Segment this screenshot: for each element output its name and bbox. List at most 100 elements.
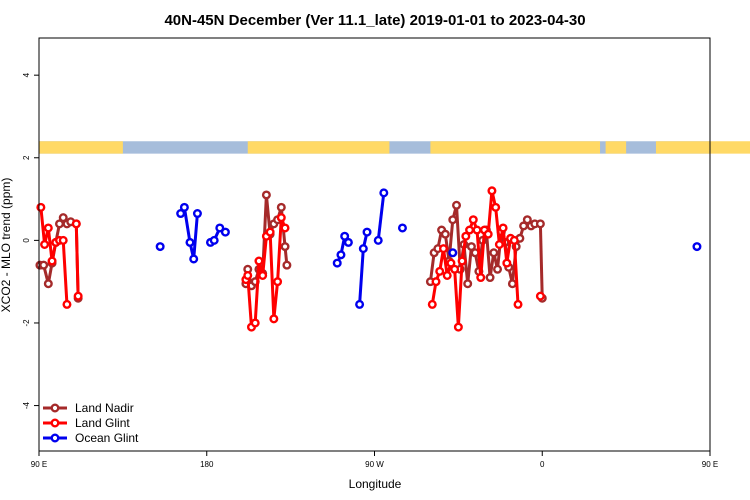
data-point [332,258,342,268]
plot-area [35,141,750,332]
legend-item: Land Nadir [43,401,134,415]
data-point [47,256,57,266]
data-point [282,260,292,270]
data-point [273,277,283,287]
data-point [446,258,456,268]
data-point [280,242,290,252]
x-tick-label: 90 W [365,460,384,469]
data-point [243,270,253,280]
data-point [485,273,495,283]
data-point [62,299,72,309]
data-point [513,299,523,309]
series-line [538,223,544,299]
series-line [244,216,287,329]
series-line [74,223,80,297]
data-point [220,227,230,237]
series-land-glint [36,186,545,332]
legend-marker [50,403,60,413]
x-axis-label: Longitude [349,477,402,491]
legend-label: Land Nadir [75,401,134,415]
data-point [489,248,499,258]
data-point [185,237,195,247]
x-tick-label: 90 E [702,460,718,469]
legend-marker [50,418,60,428]
legend-item: Land Glint [43,416,130,430]
data-point [476,273,486,283]
data-point [427,299,437,309]
data-point [457,256,467,266]
data-point [276,213,286,223]
data-point [40,239,50,249]
plot-frame [38,37,711,452]
data-point [466,242,476,252]
data-point [509,235,519,245]
data-point [535,219,545,229]
data-point [189,254,199,264]
legend-label: Ocean Glint [75,431,139,445]
y-axis: -4 -2 0 2 4 [22,72,39,409]
data-point [343,237,353,247]
data-point [261,190,271,200]
data-point [494,239,504,249]
data-point [438,244,448,254]
data-point [448,248,458,258]
data-point [176,209,186,219]
data-point [280,223,290,233]
series-line [358,231,369,305]
y-tick-label: -2 [22,319,31,327]
data-point [43,279,53,289]
data-point [498,223,508,233]
data-point [431,277,441,287]
data-point [265,227,275,237]
data-point [358,244,368,254]
legend-item: Ocean Glint [43,431,139,445]
y-tick-label: 0 [22,238,31,243]
y-tick-label: 4 [22,72,31,77]
series-ocean-glint [155,188,702,309]
data-point [442,270,452,280]
land-mask-segment [605,141,627,154]
x-tick-label: 180 [200,460,214,469]
series-line [430,189,520,329]
data-point [472,225,482,235]
data-point [507,279,517,289]
data-point [258,270,268,280]
data-point [450,264,460,274]
y-tick-label: -4 [22,401,31,409]
land-mask-segment [430,141,601,154]
data-point [502,258,512,268]
land-mask-segment [247,141,390,154]
data-point [487,186,497,196]
data-point [461,231,471,241]
data-point [522,215,532,225]
data-point [465,225,475,235]
data-point [397,223,407,233]
data-point [373,235,383,245]
series-line [376,192,386,241]
data-point [215,223,225,233]
data-point [535,291,545,301]
x-tick-label: 0 [540,460,545,469]
data-point [71,219,81,229]
land-mask-segment [655,141,750,154]
data-point [254,256,264,266]
data-point [192,209,202,219]
data-point [440,229,450,239]
data-point [468,215,478,225]
data-point [452,200,462,210]
data-point [155,242,165,252]
data-point [362,227,372,237]
land-mask-segment [39,141,123,154]
data-point [483,229,493,239]
data-point [493,264,503,274]
data-point [43,223,53,233]
data-point [269,314,279,324]
data-point [58,235,68,245]
data-point [463,279,473,289]
data-point [39,260,49,270]
data-point [692,242,702,252]
data-point [250,318,260,328]
data-point [73,291,83,301]
data-point [336,250,346,260]
chart-title: 40N-45N December (Ver 11.1_late) 2019-01… [164,12,585,29]
